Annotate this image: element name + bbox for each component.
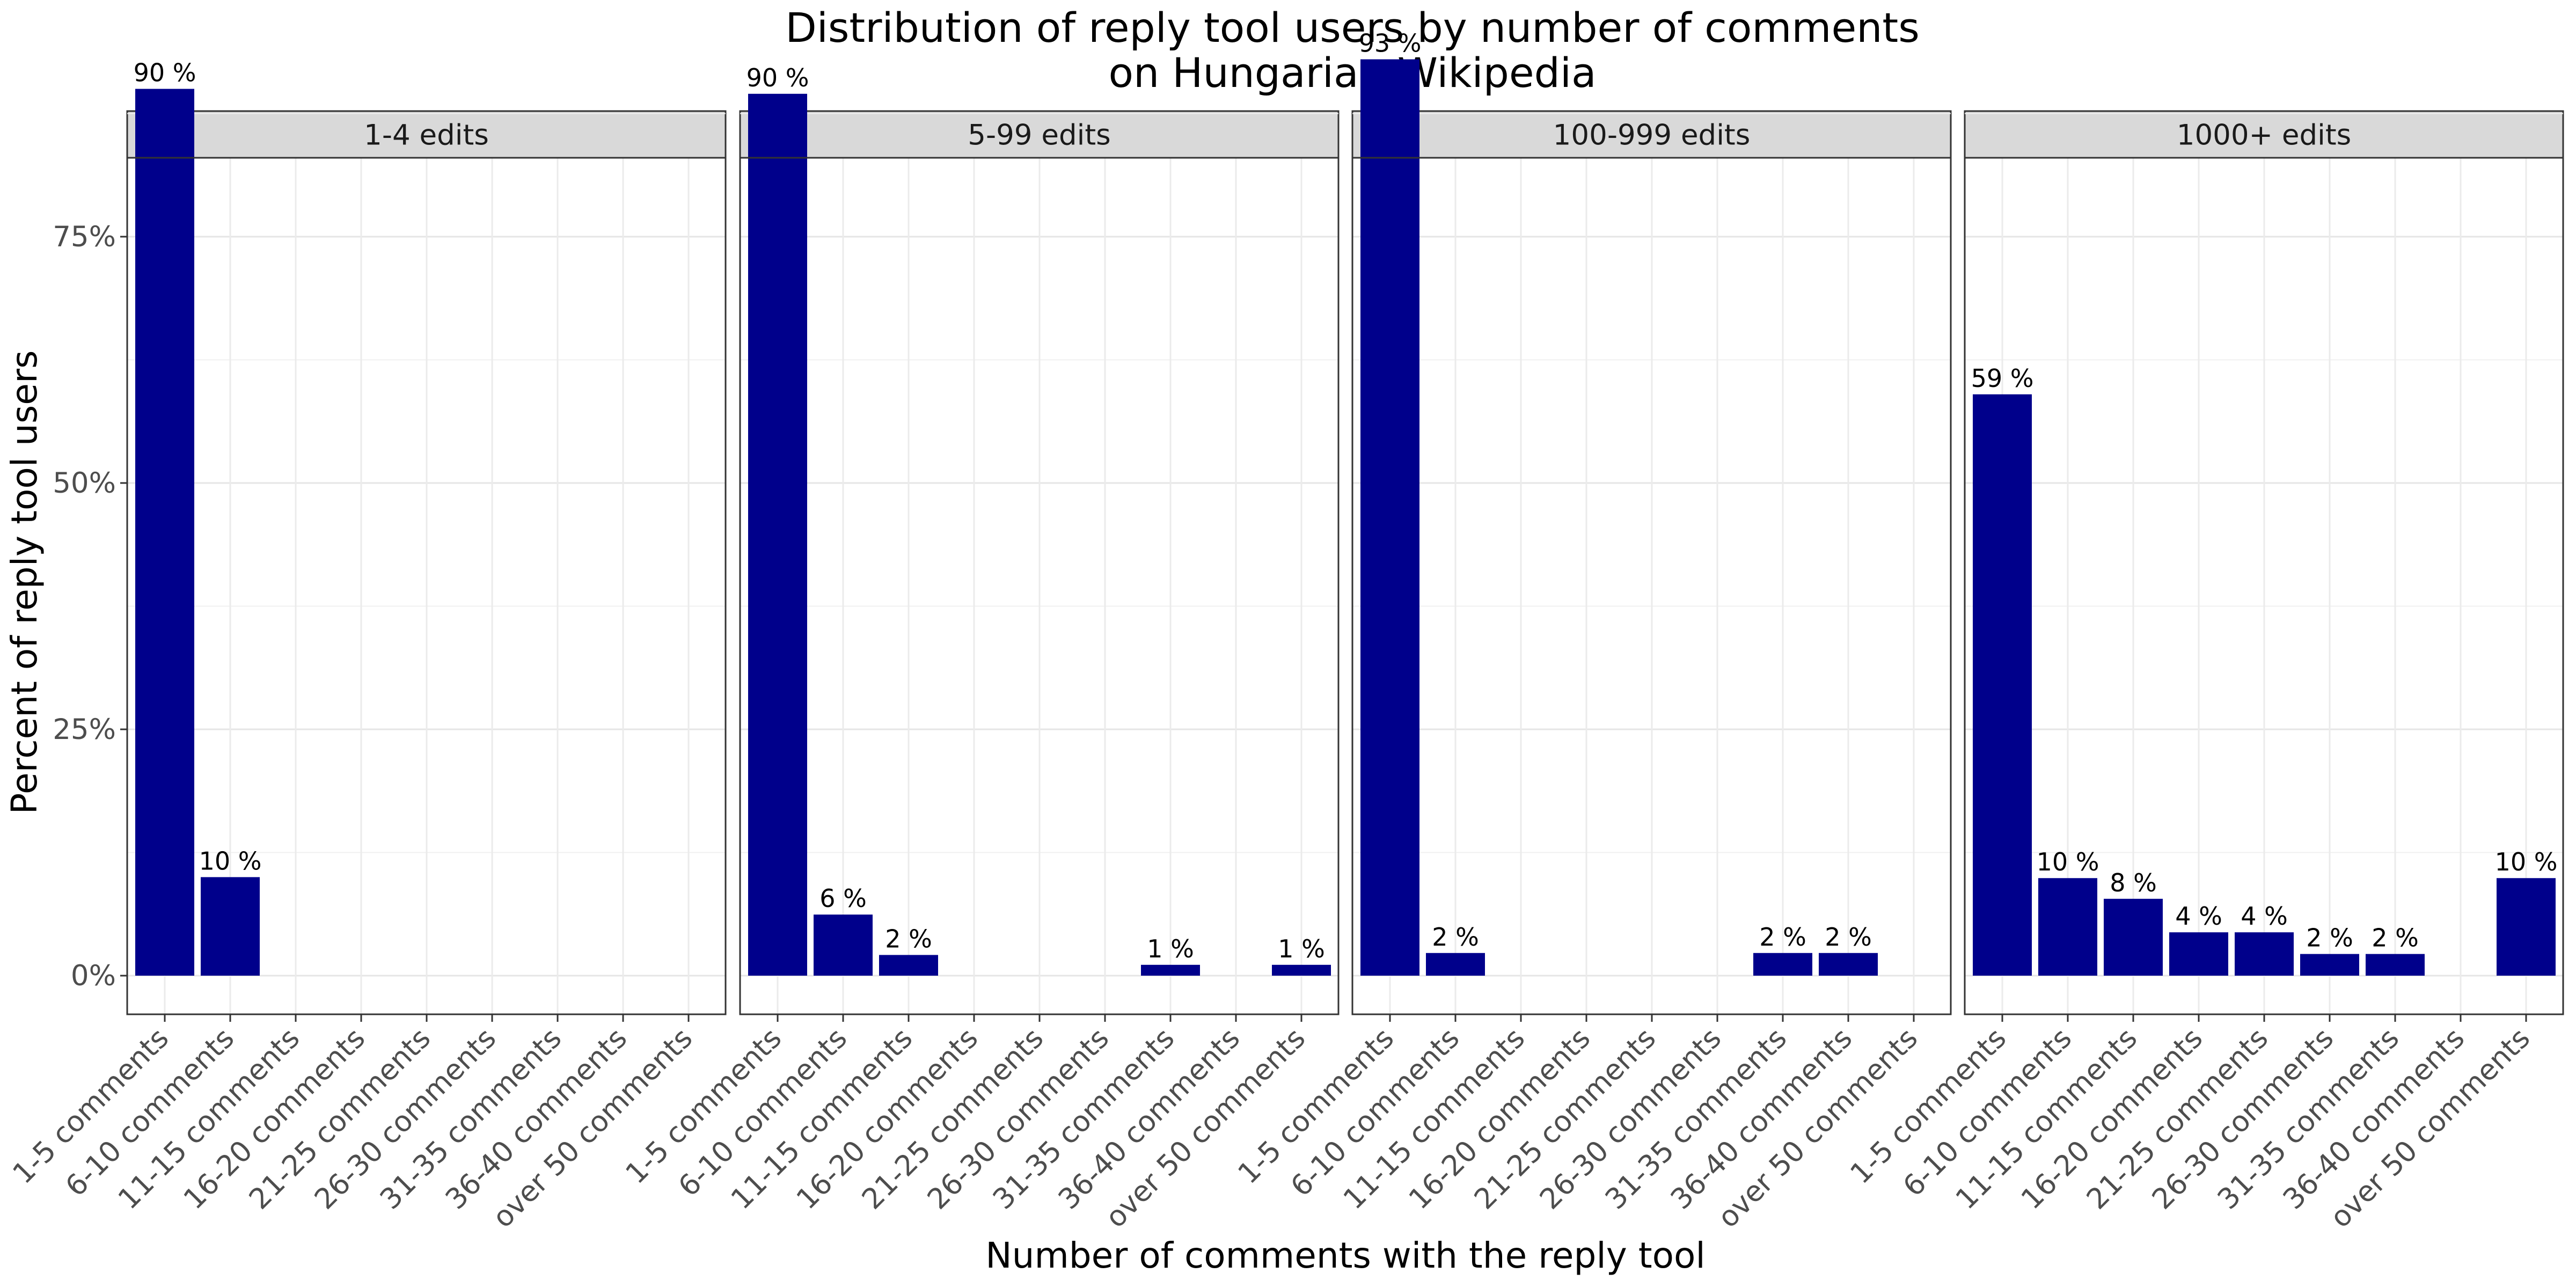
bar-value-label: 2 %: [2306, 924, 2353, 953]
panel-border: [1964, 157, 2564, 1015]
bar-value-label: 2 %: [2372, 924, 2419, 953]
chart-title-line-1: Distribution of reply tool users by numb…: [785, 4, 1920, 52]
bar: [2169, 932, 2228, 976]
bar: [1819, 953, 1878, 976]
panel-border: [1351, 157, 1952, 1015]
y-tick-label: 25%: [53, 713, 116, 746]
bar-value-label: 90 %: [747, 63, 809, 92]
bar: [748, 93, 807, 976]
bar-value-label: 90 %: [134, 58, 196, 87]
bar: [135, 89, 194, 976]
bar: [1973, 394, 2032, 976]
panel-border: [739, 157, 1340, 1015]
y-axis-label: Percent of reply tool users: [4, 350, 45, 815]
facet-strip-label: 1000+ edits: [2177, 119, 2352, 152]
bar: [1141, 964, 1200, 976]
facet-strip-label: 1-4 edits: [364, 119, 489, 152]
bar-value-label: 10 %: [199, 846, 262, 875]
bar-value-label: 6 %: [819, 884, 867, 913]
bar-value-label: 1 %: [1278, 934, 1325, 963]
bar-value-label: 1 %: [1147, 934, 1194, 963]
facet-strip: [1351, 110, 1952, 159]
chart-title-line-2: on Hungarian Wikipedia: [1108, 49, 1596, 97]
bar: [1753, 953, 1812, 976]
bar-value-label: 93 %: [1359, 29, 1422, 58]
bar-value-label: 10 %: [2037, 847, 2099, 876]
bar-value-label: 10 %: [2495, 847, 2558, 876]
y-tick-label: 50%: [53, 467, 116, 500]
bar: [1426, 953, 1485, 976]
bar: [2300, 954, 2359, 976]
facet-strip-label: 5-99 edits: [968, 119, 1111, 152]
bar: [879, 955, 938, 976]
y-axis: 0% 25% 50% 75%: [53, 221, 127, 992]
bar: [201, 877, 260, 976]
facet-strip-label: 100-999 edits: [1553, 119, 1751, 152]
y-tick-label: 75%: [53, 221, 116, 253]
facet-strip: [126, 110, 727, 159]
bar: [2104, 898, 2163, 976]
bar-value-label: 2 %: [885, 924, 932, 953]
bar: [2366, 954, 2425, 976]
bar: [1360, 59, 1419, 976]
bar: [814, 914, 873, 976]
bar: [2038, 878, 2097, 976]
bar-value-label: 2 %: [1759, 923, 1806, 952]
bar-value-label: 59 %: [1971, 364, 2034, 393]
bar-value-label: 2 %: [1825, 923, 1872, 952]
facet-strip: [739, 110, 1340, 159]
bar-value-label: 4 %: [2175, 902, 2222, 931]
panel-border: [126, 157, 727, 1015]
bar-value-label: 2 %: [1432, 923, 1479, 952]
bar: [2235, 932, 2294, 976]
bar-value-label: 8 %: [2110, 868, 2157, 897]
x-axis-label: Number of comments with the reply tool: [985, 1235, 1705, 1276]
bar-value-label: 4 %: [2241, 902, 2288, 931]
y-tick-label: 0%: [71, 960, 116, 992]
bar: [2497, 878, 2556, 976]
bar: [1272, 964, 1331, 976]
